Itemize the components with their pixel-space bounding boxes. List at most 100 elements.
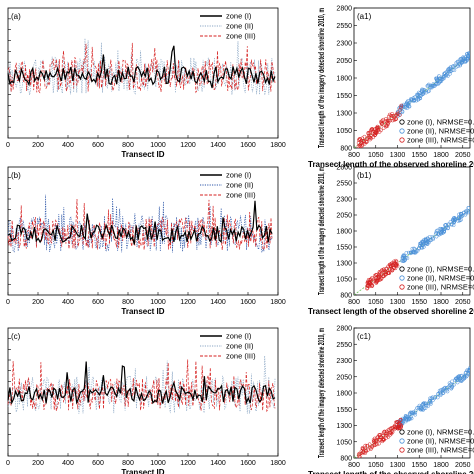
x-tick-label: 1000 — [150, 299, 166, 306]
data-point — [390, 111, 394, 116]
data-point — [470, 48, 473, 51]
data-point — [377, 437, 382, 442]
y-tick-label: 2550 — [336, 23, 352, 30]
legend-marker — [399, 447, 405, 453]
y-tick-label: 1300 — [336, 111, 352, 118]
x-tick-label: 2050 — [455, 152, 471, 159]
data-point — [389, 430, 394, 435]
y-tick-label: 1300 — [336, 261, 352, 268]
legend-entry: zone (II) — [226, 342, 254, 351]
series-points-zone-3 — [365, 258, 400, 291]
data-point — [424, 241, 429, 246]
data-point — [461, 211, 466, 215]
legend-entry: zone (II), NRMSE=0.3 — [407, 127, 474, 136]
scatter-panel-b1: 800 1050 1300 1550 1800 2050 2300 2550 2800 800 10… — [308, 165, 474, 317]
data-point — [457, 218, 462, 223]
data-point — [403, 416, 407, 420]
data-point — [468, 54, 470, 59]
data-point — [374, 272, 378, 277]
data-point — [384, 431, 389, 436]
legend-entry: zone (II), NRMSE=0. — [407, 274, 474, 283]
data-point — [455, 59, 460, 64]
data-point — [456, 374, 461, 379]
data-point — [365, 281, 370, 285]
data-point — [413, 412, 418, 417]
data-point — [423, 236, 428, 241]
data-point — [372, 273, 377, 278]
data-point — [417, 94, 422, 99]
series-points-zone-2 — [395, 48, 473, 119]
data-point — [463, 60, 468, 64]
data-point — [378, 432, 383, 437]
series-line-zone-1 — [7, 45, 276, 89]
data-point — [448, 66, 452, 71]
data-point — [455, 378, 459, 383]
data-point — [449, 386, 454, 391]
y-tick-label: 800 — [340, 293, 352, 300]
data-point — [375, 280, 379, 284]
x-tick-label: 1550 — [411, 299, 427, 306]
data-point — [393, 261, 398, 266]
data-point — [411, 98, 416, 103]
series-line-zone-1 — [7, 200, 273, 245]
y-tick-label: 800 — [340, 456, 352, 463]
data-point — [431, 236, 435, 241]
y-tick-label: 2300 — [336, 197, 352, 204]
data-point — [462, 210, 466, 215]
legend-entry: zone (I), NRMSE=0.0 — [407, 428, 474, 437]
x-tick-label: 1550 — [411, 152, 427, 159]
data-point — [386, 114, 391, 119]
x-tick-label: 1600 — [240, 142, 256, 149]
data-point — [424, 403, 429, 408]
legend-marker — [399, 275, 405, 281]
data-point — [451, 223, 456, 228]
panel-label: (a1) — [357, 12, 372, 21]
y-tick-label: 1550 — [336, 407, 352, 414]
data-point — [366, 135, 370, 140]
x-tick-label: 0 — [6, 460, 10, 467]
data-point — [407, 101, 412, 105]
data-point — [404, 255, 408, 260]
data-point — [373, 131, 378, 136]
data-point — [420, 87, 424, 92]
scatter-panel-c1: 800 1050 1300 1550 1800 2050 2300 2550 2800 800 10… — [308, 326, 474, 474]
data-point — [406, 101, 411, 106]
data-point — [463, 58, 468, 63]
y-tick-label: 2050 — [336, 213, 352, 220]
x-axis-title: Transect ID — [121, 150, 164, 159]
x-tick-label: 400 — [62, 299, 74, 306]
y-tick-label: 800 — [340, 146, 352, 153]
y-tick-label: 1800 — [336, 76, 352, 83]
data-point — [464, 374, 469, 379]
x-axis-title: Transect length of the observed shorelin… — [308, 470, 474, 474]
legend-entry: zone (III), NRMSE=0. — [407, 446, 474, 455]
data-point — [390, 263, 395, 268]
timeseries-panel-c: 0 200 400 600 800 1000 1200 1400 1600 1800 Transec… — [6, 327, 286, 474]
legend-marker — [399, 137, 405, 143]
data-point — [407, 250, 411, 255]
data-point — [375, 435, 380, 440]
data-point — [414, 98, 419, 103]
data-point — [466, 206, 470, 210]
data-point — [387, 430, 392, 435]
data-point — [470, 51, 473, 54]
series-line-zone-2 — [7, 38, 276, 96]
x-tick-label: 200 — [32, 460, 44, 467]
legend-entry: zone (I), NRMSE=0.1 — [407, 118, 474, 127]
data-point — [377, 274, 382, 278]
data-point — [435, 81, 439, 86]
legend-marker — [399, 284, 405, 290]
legend-marker — [399, 438, 405, 444]
data-point — [437, 388, 442, 393]
data-point — [450, 385, 454, 390]
panel-label: (a) — [11, 12, 21, 21]
data-point — [447, 383, 452, 388]
data-point — [448, 65, 453, 69]
data-point — [458, 57, 463, 61]
data-point — [428, 400, 433, 404]
data-point — [414, 250, 419, 254]
x-tick-label: 1300 — [390, 299, 406, 306]
data-point — [373, 132, 378, 137]
data-point — [456, 64, 460, 69]
